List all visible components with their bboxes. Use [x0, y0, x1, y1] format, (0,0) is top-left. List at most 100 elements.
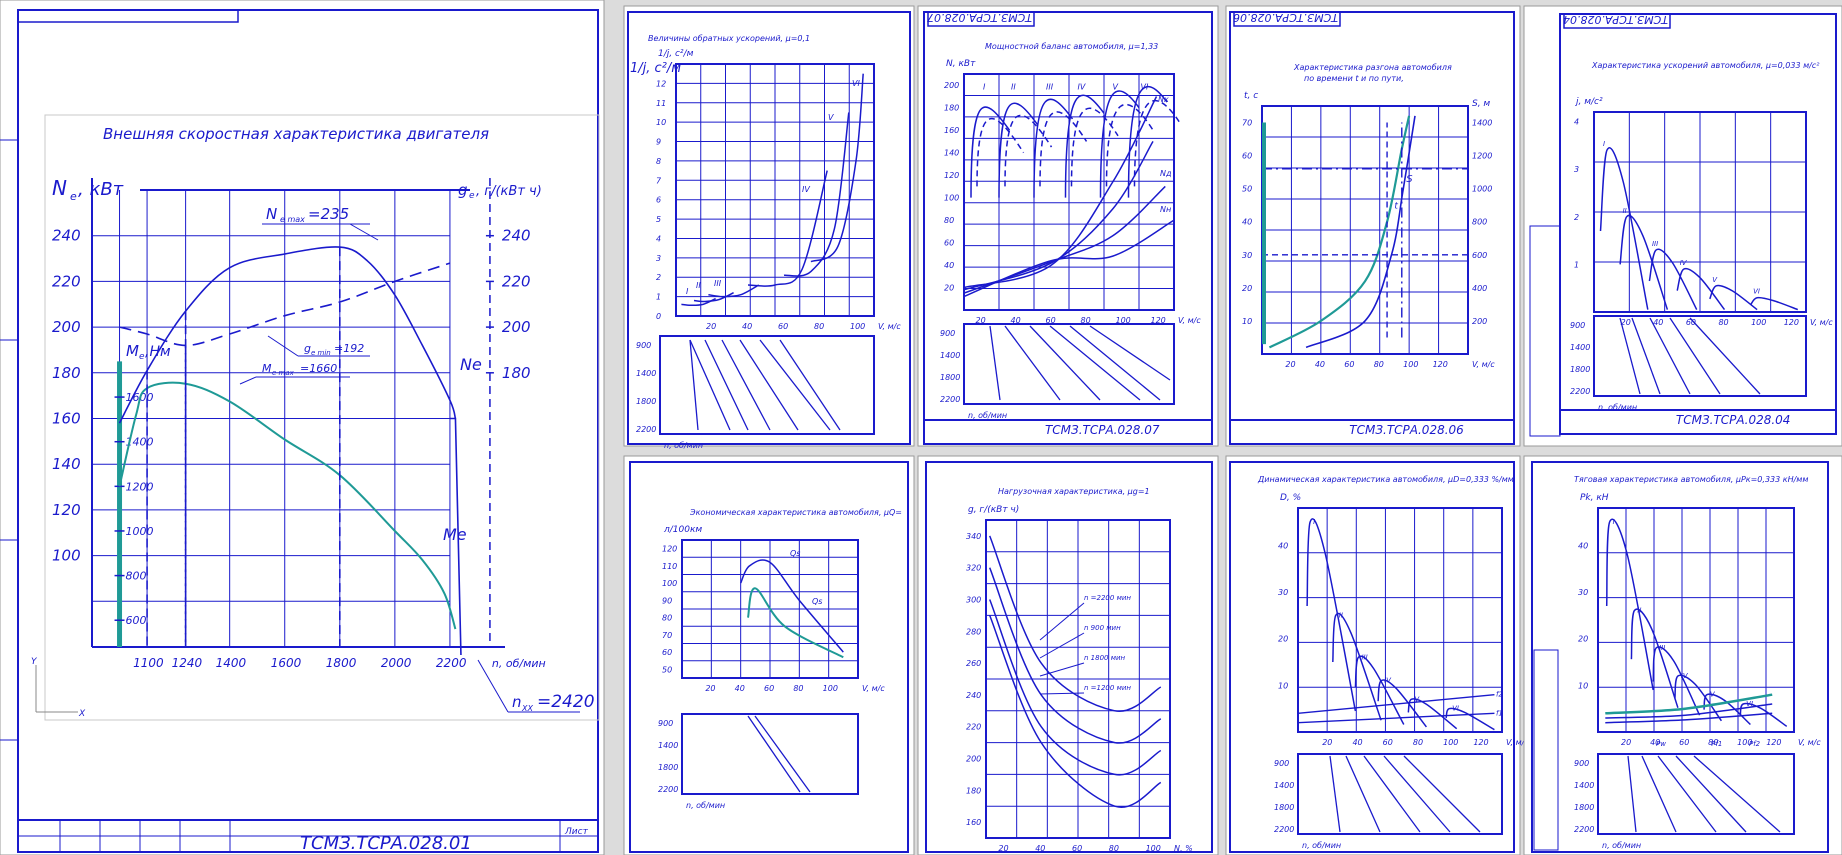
x-tick-label: 80	[793, 684, 803, 693]
leader-line	[1039, 662, 1085, 677]
y-tick-label: 9	[656, 138, 661, 147]
rpm-tick-label: 1800	[1574, 803, 1594, 812]
sheet-border	[1531, 461, 1829, 853]
leader-line	[239, 376, 257, 385]
x-axis-label: n, об/мин	[492, 657, 546, 670]
curve-label: Nк	[1158, 95, 1169, 104]
leader-line	[1039, 602, 1085, 641]
y-axis-label-right-sub: е	[469, 191, 475, 201]
chart-title: Тяговая характеристика автомобиля, μPк=0…	[1574, 475, 1808, 484]
sheet-s9: Тяговая характеристика автомобиля, μPк=0…	[1523, 455, 1842, 855]
x-tick-label: 80	[814, 322, 824, 331]
gear-label: II	[1623, 207, 1627, 215]
gear-curve	[1377, 679, 1427, 728]
torque-axis-label-sub: е	[139, 352, 145, 362]
y-tick-label: 80	[944, 216, 954, 225]
sheet-border	[1559, 13, 1837, 435]
curve-label: Qs	[812, 597, 822, 606]
y-tick-label: 8	[656, 157, 661, 166]
y-tick-label: 120	[662, 545, 677, 554]
y-tick-label: 200	[52, 318, 81, 336]
gear-label: IV	[1680, 259, 1688, 267]
rpm-tick-label: 900	[1274, 759, 1289, 768]
x-tick-label: 20	[706, 322, 716, 331]
y-tick-label: 320	[966, 564, 981, 573]
x-axis-label: N, %	[1174, 844, 1193, 853]
y-tick-label: 110	[662, 562, 677, 571]
gear-curve	[1630, 608, 1679, 708]
gear-curve	[1099, 90, 1140, 198]
x-tick-label: 120	[1784, 318, 1799, 327]
y-axis-label-right: S, м	[1472, 99, 1490, 109]
top-stamp-text: ТСМЗ.ТСРА.028.04	[1563, 13, 1668, 26]
x-tick-label: 1240	[172, 656, 203, 670]
rpm-tick-label: 1400	[1274, 781, 1294, 790]
gear-label-v: V	[828, 113, 834, 122]
curve-label: f2	[1496, 691, 1503, 699]
y-tick-label: 160	[52, 410, 81, 428]
x-tick-label: 120	[1433, 360, 1448, 369]
load-curve	[989, 535, 1162, 712]
rpm-line	[989, 325, 1001, 401]
rpm-tick-label: 1800	[1274, 803, 1294, 812]
y-tick-label: 50	[662, 665, 672, 674]
sheet-s8-paper	[1225, 455, 1521, 855]
rpm-tick-label: 1400	[940, 351, 960, 360]
load-curve-label: n 1800 мин	[1084, 654, 1126, 662]
x-tick-label: 20	[705, 684, 715, 693]
x-tick-label: 2200	[436, 656, 467, 670]
sheet-border	[925, 461, 1213, 853]
right-tick-label: 800	[1472, 218, 1487, 227]
plot-frame	[985, 519, 1171, 839]
x-tick-label: 60	[778, 322, 788, 331]
y-tick-label: 160	[944, 126, 959, 135]
x-tick-label: 40	[1650, 738, 1660, 747]
y-tick-label: 240	[966, 691, 981, 700]
gear-curve	[1674, 674, 1723, 722]
y-tick-label: 180	[966, 786, 981, 795]
gear-label: VI	[1141, 83, 1149, 92]
print-area	[44, 114, 600, 721]
gear-label: IV	[1681, 672, 1689, 680]
pf1-curve	[1605, 703, 1773, 719]
y-tick-label: 60	[1242, 152, 1252, 161]
rpm-line	[754, 715, 811, 793]
leader-line	[1039, 632, 1085, 659]
x-axis-label: V, м/с	[1472, 360, 1495, 369]
gear-curve	[1407, 698, 1458, 730]
gear-label: II	[1339, 611, 1343, 619]
right-tick-label: 1200	[1472, 152, 1492, 161]
right-tick-label: 220	[502, 272, 531, 290]
gear-curve	[1739, 702, 1788, 728]
x-tick-label: 100	[1737, 738, 1752, 747]
sheet-s8: Динамическая характеристика автомобиля, …	[1225, 455, 1529, 855]
gear-curve	[1709, 284, 1758, 311]
gear-curve	[1703, 693, 1751, 726]
y-tick-label: 30	[1278, 588, 1288, 597]
plot-frame	[1593, 111, 1807, 313]
rpm-panel	[659, 335, 875, 435]
gear-curve	[1619, 214, 1669, 310]
rpm-line	[1657, 755, 1717, 833]
gear-curve-iii	[708, 284, 760, 298]
rpm-axis-label: n, об/мин	[686, 801, 725, 810]
x-tick-label: 40	[1352, 738, 1362, 747]
right-tick-label: 200	[1472, 317, 1487, 326]
chart-title: Величины обратных ускорений, μ=0,1	[648, 34, 810, 43]
y-tick-label: 50	[1242, 185, 1252, 194]
chart-title: Характеристика разгона автомобиля	[1293, 63, 1452, 72]
gear-curve-dashed	[1105, 103, 1154, 187]
fuel-curve-qs1	[740, 559, 844, 653]
y-tick-label: 100	[52, 547, 81, 565]
rpm-line	[759, 339, 831, 431]
x-tick-label: 60	[1686, 318, 1696, 327]
sheet-border	[17, 9, 599, 853]
plot-frame	[675, 63, 875, 317]
resistance-line-f1	[1297, 712, 1495, 724]
rpm-line	[1693, 755, 1781, 833]
y-tick-label: 90	[662, 596, 672, 605]
gear-curve-vi	[810, 73, 864, 263]
rpm-tick-label: 900	[658, 719, 673, 728]
torque-tick-label: 1200	[126, 480, 154, 493]
load-curve	[989, 599, 1162, 776]
